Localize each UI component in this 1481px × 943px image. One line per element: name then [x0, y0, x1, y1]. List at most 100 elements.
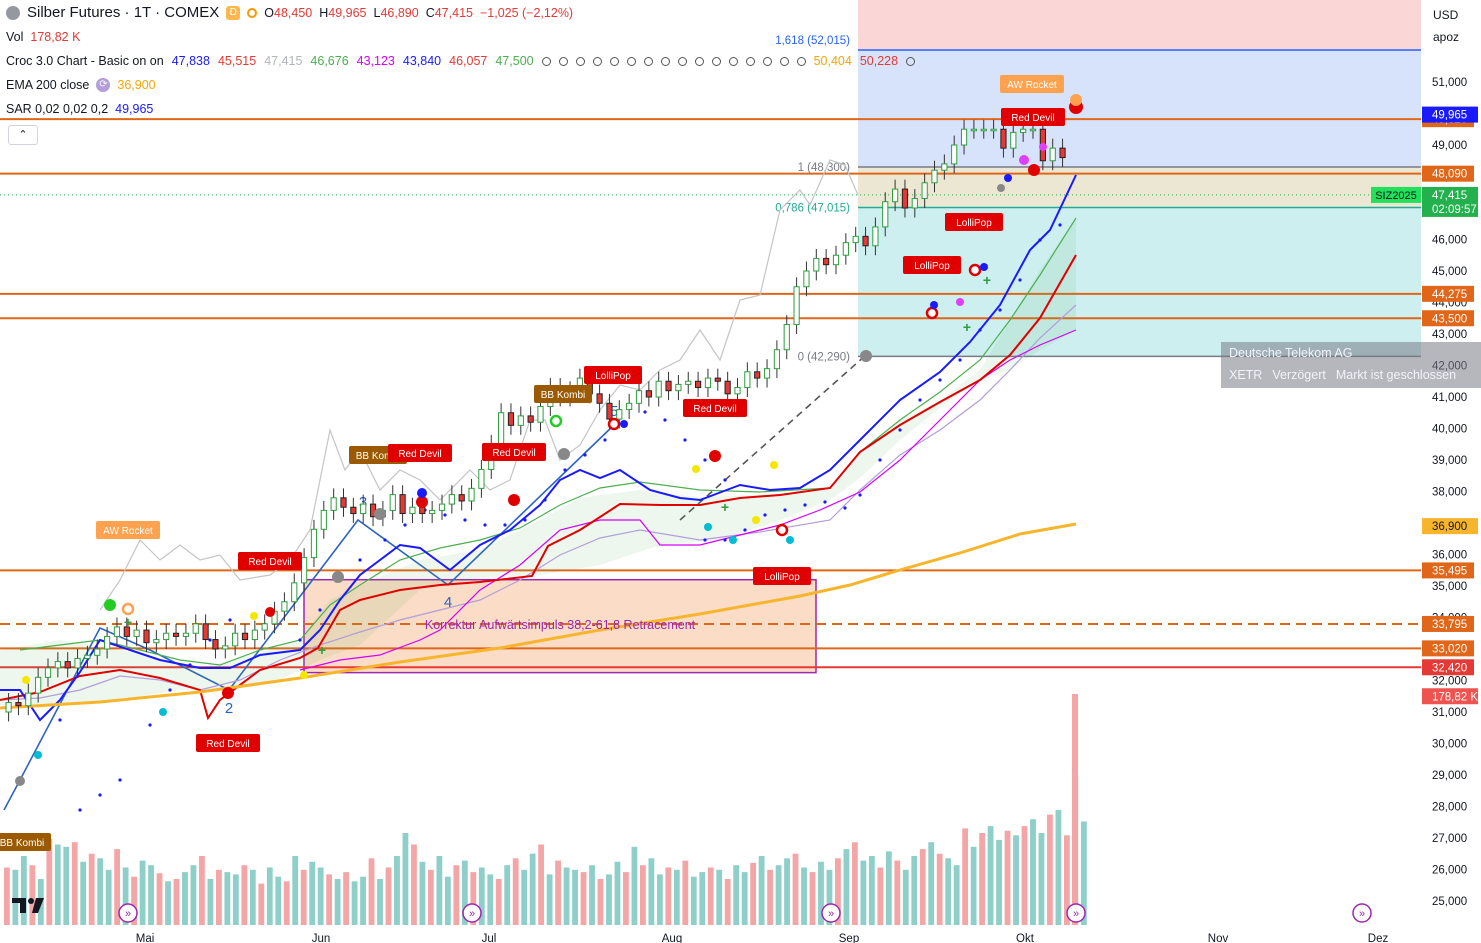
- volume-bar: [750, 862, 757, 925]
- candle-body: [537, 405, 544, 423]
- refresh-icon[interactable]: ⟳: [96, 78, 111, 92]
- market-status-icon[interactable]: [247, 7, 258, 18]
- ema-200-line: [0, 522, 1077, 710]
- volume-bar: [801, 867, 807, 925]
- candle-body: [793, 286, 800, 326]
- volume-bar: [707, 867, 714, 925]
- candle-body: [724, 380, 731, 395]
- croc-legend[interactable]: Croc 3.0 Chart - Basic on on 47,838 45,51…: [6, 54, 916, 68]
- fib-label: 0 (42,290): [798, 351, 851, 363]
- price-tick: 35,000: [1432, 581, 1467, 593]
- volume-bar: [334, 879, 341, 925]
- candle-body: [1059, 147, 1066, 159]
- tradingview-logo[interactable]: [12, 895, 46, 915]
- wave-label: 4: [444, 594, 452, 611]
- sar-dot: [978, 328, 982, 332]
- volume-bar: [436, 856, 443, 925]
- signal-marker: [968, 263, 982, 277]
- candle-body: [606, 402, 613, 420]
- vol-legend[interactable]: Vol 178,82 K: [6, 30, 80, 44]
- signal-marker: [956, 298, 964, 306]
- collapse-legend-button[interactable]: ⌃: [8, 125, 38, 145]
- sar-dot: [723, 478, 727, 482]
- volume-bar: [351, 881, 358, 925]
- volume-bar: [945, 858, 952, 925]
- candle-body: [685, 380, 692, 385]
- signal-marker: [997, 184, 1005, 192]
- scale-mode-label[interactable]: apoz: [1433, 30, 1460, 44]
- na-value-icon: [558, 56, 568, 66]
- candle-body: [763, 368, 771, 379]
- candle-body: [813, 257, 820, 272]
- volume-bar: [343, 872, 349, 925]
- volume-bar: [46, 838, 53, 925]
- na-value-icon: [575, 56, 585, 66]
- symbol-title[interactable]: Silber Futures · 1T · COMEX: [27, 4, 220, 21]
- candle-body: [202, 623, 209, 641]
- symbol-tag-label: SIZ2025: [1375, 190, 1417, 202]
- volume-bar: [656, 874, 663, 925]
- currency-label[interactable]: USD: [1433, 8, 1459, 22]
- signal-marker: [104, 599, 116, 611]
- price-tick: 28,000: [1432, 802, 1467, 814]
- candle-body: [172, 632, 180, 637]
- sar-dot: [298, 638, 302, 642]
- signal-marker: [222, 687, 234, 699]
- candle-body: [35, 676, 42, 694]
- data-delayed-badge[interactable]: D: [226, 5, 241, 20]
- ema-legend[interactable]: EMA 200 close ⟳ 36,900: [6, 78, 156, 92]
- volume-bar: [4, 867, 10, 925]
- na-value-icon: [694, 56, 704, 66]
- volume-bar: [63, 846, 70, 925]
- sar-legend[interactable]: SAR 0,02 0,02 0,2 49,965: [6, 102, 153, 116]
- volume-bar: [105, 869, 112, 925]
- time-tick: Mai: [136, 933, 155, 943]
- candle-body: [596, 393, 603, 404]
- volume-bar: [962, 828, 969, 925]
- volume-bar: [690, 876, 697, 925]
- volume-bar: [156, 873, 163, 925]
- volume-bar: [826, 869, 833, 925]
- volume-bar: [97, 858, 104, 925]
- candle-body: [695, 380, 702, 389]
- volume-bar: [572, 869, 578, 925]
- sar-dot: [643, 410, 647, 414]
- price-tick: 46,000: [1432, 235, 1467, 247]
- sar-dot: [98, 793, 102, 797]
- volume-bar: [12, 869, 19, 925]
- signal-marker: [620, 420, 628, 428]
- volume-bar: [597, 879, 604, 925]
- sar-dot: [118, 778, 122, 782]
- price-level-badge-label: 35,495: [1432, 565, 1467, 577]
- na-value-icon: [796, 56, 806, 66]
- volume-bar: [165, 881, 171, 925]
- candle-body: [5, 702, 12, 713]
- sar-dot: [803, 503, 807, 507]
- sar-dot: [188, 663, 192, 667]
- candle-body: [783, 324, 790, 351]
- volume-bar: [292, 856, 299, 925]
- candle-body: [133, 629, 140, 637]
- plus-marker: +: [963, 319, 971, 335]
- signal-marker: [980, 263, 988, 271]
- low-value: 46,890: [380, 5, 419, 20]
- candle-body: [990, 128, 997, 132]
- candle-body: [754, 371, 761, 379]
- vol-value: 178,82 K: [30, 30, 81, 44]
- volume-bar: [818, 861, 824, 925]
- signal-badge-lolli: [584, 366, 642, 384]
- sar-dot: [743, 528, 747, 532]
- candle-body: [222, 645, 229, 650]
- wave-label: 5: [610, 403, 618, 420]
- volume-bar: [911, 856, 918, 925]
- currency-selector[interactable]: USD apoz: [1427, 4, 1479, 48]
- na-value-icon: [592, 56, 602, 66]
- candle-body: [616, 409, 623, 420]
- sar-dot: [858, 493, 862, 497]
- signal-badge-devil: [196, 734, 260, 752]
- event-icon-glyph: »: [1359, 908, 1365, 920]
- candle-body: [389, 494, 396, 511]
- price-badge: [1422, 106, 1478, 123]
- price-tick: 41,000: [1432, 392, 1467, 404]
